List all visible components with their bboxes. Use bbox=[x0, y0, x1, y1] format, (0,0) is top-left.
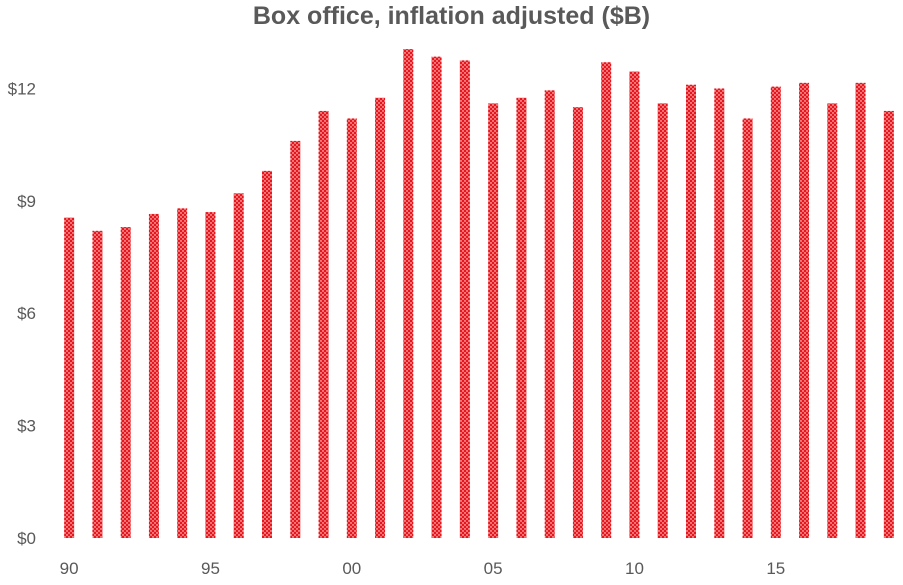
bar-97 bbox=[262, 170, 272, 538]
bar-02 bbox=[403, 49, 414, 539]
x-tick-label: 90 bbox=[60, 559, 79, 578]
y-axis: $0 $3 $6 $9 $12 bbox=[8, 79, 36, 548]
bar-04 bbox=[459, 60, 470, 538]
y-tick-label: $12 bbox=[8, 79, 36, 98]
y-tick-label: $0 bbox=[17, 529, 36, 548]
bar-99 bbox=[318, 110, 329, 539]
bar-07 bbox=[544, 90, 555, 538]
bar-00 bbox=[346, 118, 357, 539]
bar-91 bbox=[92, 230, 103, 538]
bar-12 bbox=[686, 84, 696, 538]
bar-98 bbox=[290, 140, 301, 538]
bar-11 bbox=[657, 103, 668, 539]
bar-96 bbox=[233, 193, 244, 538]
bar-94 bbox=[177, 208, 188, 538]
bar-14 bbox=[742, 118, 753, 539]
bar-01 bbox=[375, 97, 386, 538]
bar-10 bbox=[629, 71, 640, 538]
bar-15 bbox=[770, 86, 781, 538]
bar-16 bbox=[799, 82, 810, 538]
bar-13 bbox=[714, 88, 725, 538]
x-tick-label: 05 bbox=[484, 559, 503, 578]
bar-93 bbox=[148, 213, 159, 538]
bar-17 bbox=[827, 103, 838, 539]
x-tick-label: 95 bbox=[201, 559, 220, 578]
y-tick-label: $6 bbox=[17, 304, 36, 323]
bar-19 bbox=[883, 110, 894, 539]
x-axis: 90 95 00 05 10 15 bbox=[60, 559, 786, 578]
x-tick-label: 00 bbox=[342, 559, 361, 578]
bar-18 bbox=[855, 82, 866, 538]
bar-03 bbox=[431, 56, 442, 538]
y-tick-label: $9 bbox=[17, 192, 36, 211]
bar-06 bbox=[516, 97, 527, 538]
bar-05 bbox=[488, 103, 499, 539]
x-tick-label: 10 bbox=[625, 559, 644, 578]
bar-95 bbox=[205, 212, 216, 538]
bar-09 bbox=[601, 62, 612, 538]
bar-group bbox=[64, 49, 894, 539]
y-tick-label: $3 bbox=[17, 417, 36, 436]
bar-08 bbox=[572, 107, 583, 539]
bar-90 bbox=[64, 217, 75, 538]
bar-92 bbox=[120, 227, 131, 538]
chart-title: Box office, inflation adjusted ($B) bbox=[252, 2, 651, 30]
x-tick-label: 15 bbox=[766, 559, 785, 578]
